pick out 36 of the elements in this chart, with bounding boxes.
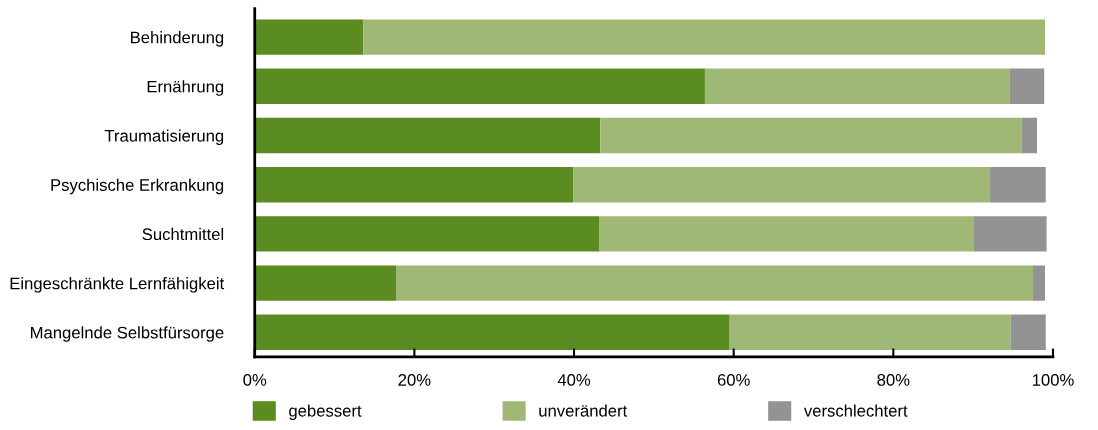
bar — [1009, 68, 1045, 105]
bar — [396, 265, 1034, 301]
legend-label: verschlechtert — [803, 404, 908, 417]
bar — [254, 216, 600, 252]
y-tick-label: Mangelnde Selbstfürsorge — [31, 326, 224, 342]
y-tick-label: Behinderung — [131, 31, 224, 47]
x-tick-label: 100% — [1032, 374, 1074, 386]
y-tick-label: Eingeschränkte Lernfähigkeit — [10, 277, 225, 293]
bar — [973, 216, 1047, 252]
bar — [254, 117, 601, 154]
x-tick-label: 40% — [557, 374, 591, 386]
bar — [363, 19, 1045, 55]
x-tick-label: 80% — [877, 374, 910, 386]
bar — [1010, 314, 1046, 351]
bar — [1021, 117, 1038, 154]
y-tick-label: Ernährung — [147, 80, 224, 96]
x-tick-label: 60% — [717, 374, 750, 386]
bar — [254, 68, 705, 105]
legend-label: unverändert — [539, 404, 628, 417]
bar — [254, 265, 397, 301]
y-tick-label: Psychische Erkrankung — [51, 178, 224, 195]
x-tick-label: 20% — [398, 374, 431, 386]
bar — [989, 167, 1046, 203]
x-tick-label: 0% — [243, 374, 267, 386]
bar — [599, 216, 974, 252]
bar — [254, 19, 364, 55]
y-tick-label: Suchtmittel — [142, 227, 224, 241]
bar — [254, 314, 730, 351]
bar — [600, 117, 1022, 154]
bar — [729, 314, 1011, 351]
legend-label: gebessert — [289, 404, 362, 420]
bar — [573, 167, 990, 203]
bar — [254, 167, 574, 203]
bar — [1033, 265, 1045, 301]
y-tick-label: Traumatisierung — [104, 129, 224, 146]
bar — [704, 68, 1010, 105]
